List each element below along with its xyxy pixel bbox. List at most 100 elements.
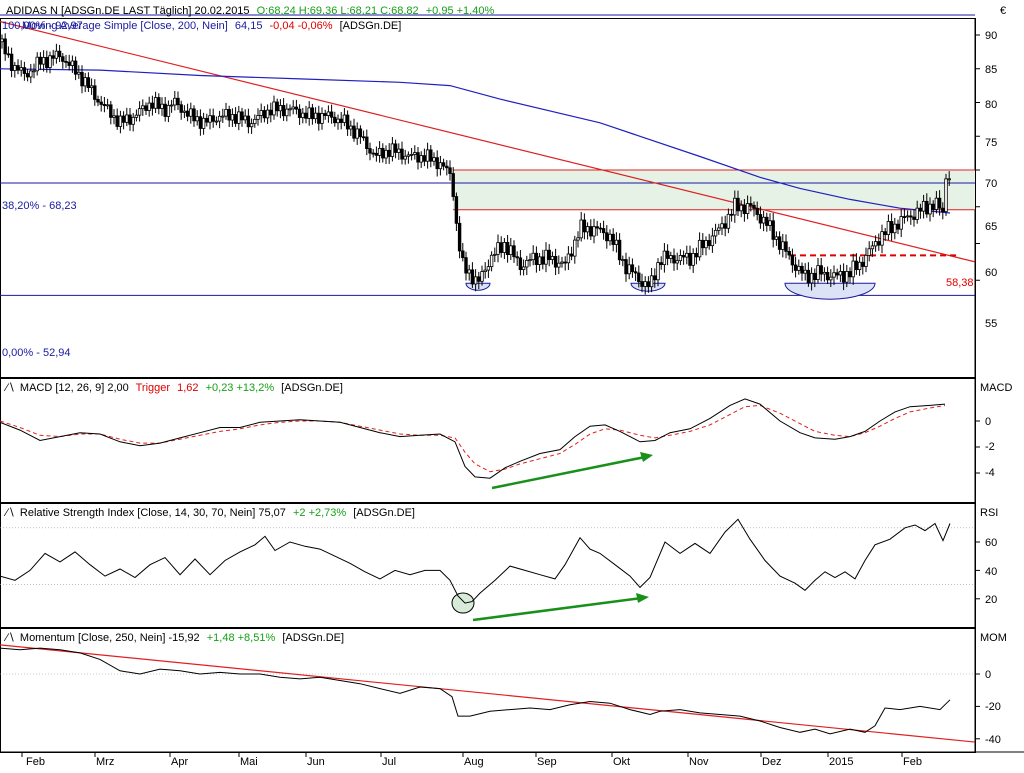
candle-body <box>563 261 567 264</box>
candle-body <box>640 281 644 287</box>
candle-body <box>310 107 315 120</box>
candle-body <box>461 250 465 259</box>
candle-body <box>41 57 46 65</box>
candle-body <box>45 57 49 69</box>
candle-body <box>189 108 193 117</box>
candle-body <box>758 214 763 224</box>
bottom-pattern <box>784 282 876 300</box>
candle-body <box>96 99 100 103</box>
candle-body <box>541 256 545 265</box>
candle-body <box>320 113 324 124</box>
mom-header-name: Momentum [Close, 250, Nein] -15,92 <box>20 632 200 644</box>
candle-body <box>397 148 401 153</box>
month-label: Okt <box>613 756 630 768</box>
mom-tick: -20 <box>985 701 1001 713</box>
candle-body <box>9 53 14 71</box>
candle-body <box>425 149 430 162</box>
candle-body <box>726 213 731 229</box>
candle-body <box>605 232 609 242</box>
candle-body <box>291 106 295 110</box>
candle-body <box>630 264 635 273</box>
candle-body <box>352 125 356 139</box>
fib-0-label: 0,00% - 52,94 <box>2 347 71 359</box>
month-label: Mrz <box>96 756 114 768</box>
candle-body <box>144 105 148 111</box>
candle-body <box>669 255 673 259</box>
candle-body <box>285 108 289 117</box>
month-label: Nov <box>689 756 709 768</box>
candle-body <box>32 70 36 73</box>
candle-body <box>25 73 30 78</box>
candle-body <box>793 264 798 271</box>
candle-body <box>761 216 766 224</box>
candle-body <box>547 249 551 260</box>
price-tick: 65 <box>985 221 997 233</box>
candle-body <box>435 157 439 170</box>
candle-body <box>822 271 827 275</box>
candle-body <box>829 276 833 281</box>
candle-body <box>659 262 663 266</box>
candle-body <box>201 117 206 129</box>
rsi-tick: 40 <box>985 566 997 578</box>
candle-body <box>0 38 4 43</box>
candle-body <box>867 248 871 256</box>
price-tick: 60 <box>985 267 997 279</box>
candle-body <box>729 213 734 216</box>
candle-body <box>582 219 587 233</box>
candle-body <box>557 262 561 268</box>
candle-body <box>736 197 740 212</box>
candle-body <box>112 115 116 118</box>
candle-body <box>589 226 593 237</box>
mom-trendline <box>0 644 976 743</box>
candle-body <box>333 116 337 124</box>
rsi-header-symbol: [ADSGn.DE] <box>353 507 415 519</box>
candle-body <box>13 65 17 71</box>
candle-body <box>29 70 33 78</box>
price-header: ADIDAS N [ADSGn.DE LAST Täglich] 20.02.2… <box>6 5 494 17</box>
candle-body <box>765 216 769 226</box>
candle-body <box>704 240 708 249</box>
macd-line <box>0 398 946 479</box>
candle-body <box>48 55 52 69</box>
month-label: Jul <box>382 756 396 768</box>
mom-header: ∕∖ Momentum [Close, 250, Nein] -15,92 +1… <box>3 632 344 644</box>
candle-body <box>153 97 158 109</box>
candle-body <box>496 242 500 255</box>
candle-body <box>896 223 900 230</box>
candle-body <box>505 242 510 256</box>
currency-mark: € <box>1000 5 1006 17</box>
candle-body <box>880 231 884 246</box>
candle-body <box>237 111 241 124</box>
candle-body <box>515 256 519 259</box>
candle-body <box>67 61 71 66</box>
rsi-header-change: +2 +2,73% <box>293 507 346 519</box>
candle-body <box>361 136 366 139</box>
month-label: Aug <box>464 756 484 768</box>
candle-body <box>281 105 286 117</box>
candle-body <box>470 269 475 285</box>
candle-body <box>272 101 276 116</box>
candle-body <box>457 222 462 252</box>
candle-body <box>569 253 574 257</box>
candle-body <box>845 271 849 283</box>
candle-body <box>493 253 497 256</box>
candle-body <box>147 102 151 111</box>
candle-body <box>329 111 334 118</box>
candle-body <box>934 197 939 210</box>
candle-body <box>742 204 747 214</box>
candle-body <box>259 110 263 116</box>
candle-body <box>595 226 599 229</box>
candle-body <box>57 50 62 58</box>
month-label: Sep <box>537 756 557 768</box>
macd-header-symbol: [ADSGn.DE] <box>281 382 343 394</box>
candle-body <box>841 271 846 283</box>
candle-body <box>358 128 363 138</box>
macd-tick: -2 <box>985 441 995 453</box>
candle-body <box>899 216 903 230</box>
macd-header: ∕∖ MACD [12, 26, 9] 2,00 Trigger 1,62 +0… <box>3 382 343 394</box>
candle-body <box>688 252 692 266</box>
candle-body <box>576 237 580 241</box>
candle-body <box>307 107 311 119</box>
candle-body <box>93 85 97 100</box>
